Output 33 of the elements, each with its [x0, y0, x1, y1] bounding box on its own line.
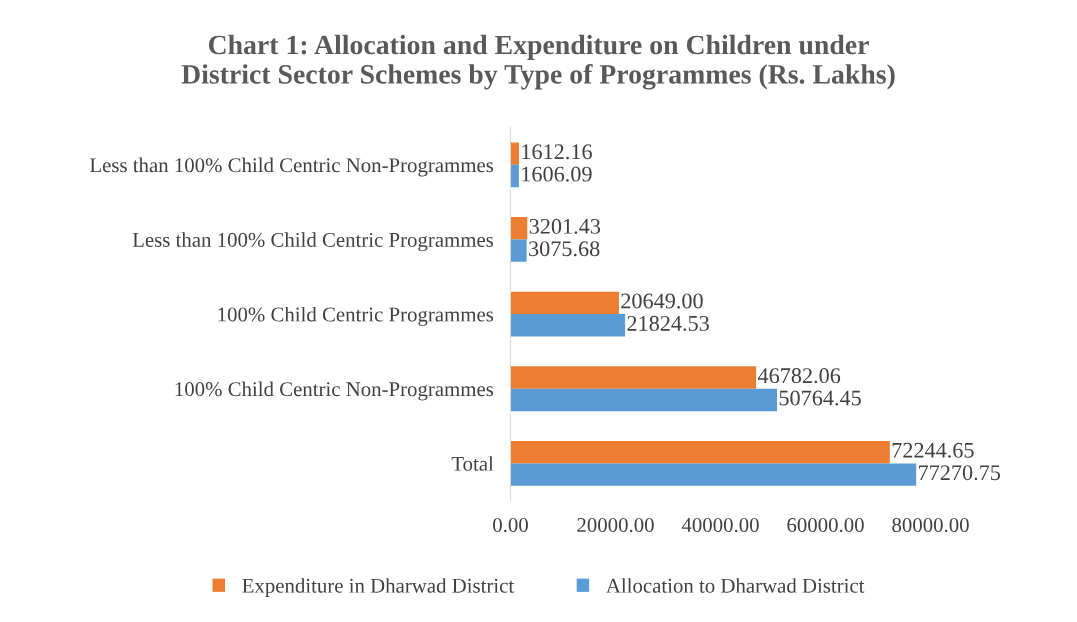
chart-title: Chart 1: Allocation and Expenditure on Children under District Sector Schemes by Type of Programmes (Rs. Lakhs) — [181, 34, 895, 90]
y-tick-label: 100% Child Centric Programmes — [218, 306, 494, 326]
y-tick-label: 100% Child Centric Non-Programmes — [175, 381, 494, 401]
data-label: 21824.53 — [627, 315, 709, 331]
bar — [510, 366, 757, 389]
bar — [510, 388, 778, 412]
bar — [510, 291, 619, 315]
x-tick-label: 40000.00 — [681, 517, 759, 533]
data-label: 20649.00 — [621, 293, 703, 309]
y-tick-label: Less than 100% Child Centric Non-Programmes — [89, 157, 494, 177]
bar — [510, 142, 519, 165]
data-label: 3201.43 — [529, 218, 601, 234]
bar — [510, 441, 890, 464]
bar — [510, 239, 527, 262]
data-label: 50764.45 — [779, 390, 861, 406]
y-tick-label: Less than 100% Child Centric Programmes — [132, 232, 494, 252]
x-tick-label: 60000.00 — [787, 517, 864, 533]
legend-label: Allocation to Dharwad District — [606, 578, 865, 593]
y-tick-label: Total — [451, 456, 494, 471]
bar — [510, 164, 519, 188]
bar — [510, 314, 626, 337]
x-tick-label: 0.00 — [493, 517, 528, 533]
data-label: 46782.06 — [757, 368, 841, 384]
legend-label: Expenditure in Dharwad District — [242, 578, 515, 598]
data-label: 1606.09 — [522, 166, 592, 182]
bar — [510, 463, 917, 486]
data-label: 72244.65 — [892, 442, 974, 458]
x-tick-label: 20000.00 — [577, 517, 654, 533]
data-label: 3075.68 — [529, 241, 600, 257]
data-label: 77270.75 — [919, 465, 1001, 481]
x-tick-label: 80000.00 — [892, 517, 969, 533]
data-label: 1612.16 — [522, 144, 592, 160]
bar — [510, 217, 528, 240]
